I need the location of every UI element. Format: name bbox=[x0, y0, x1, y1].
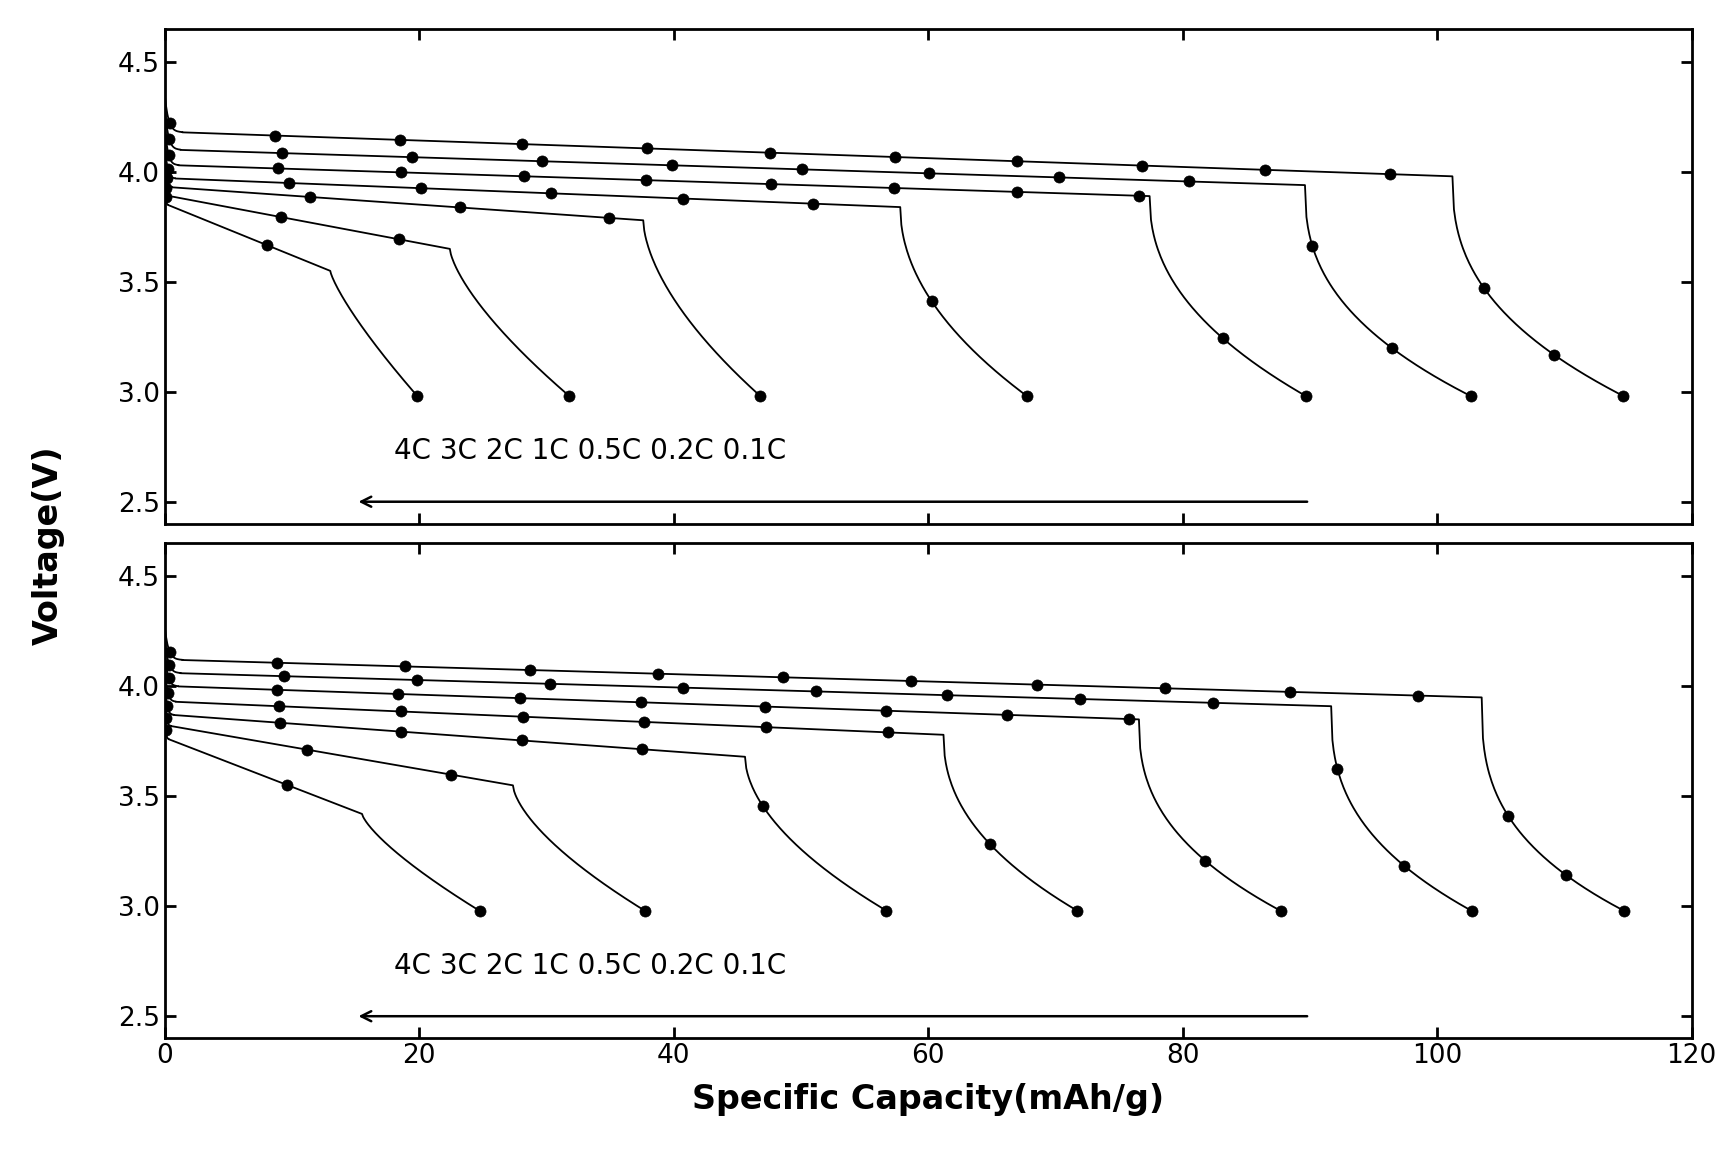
X-axis label: Specific Capacity(mAh/g): Specific Capacity(mAh/g) bbox=[692, 1083, 1164, 1116]
Text: Voltage(V): Voltage(V) bbox=[31, 445, 66, 645]
Text: 4C 3C 2C 1C 0.5C 0.2C 0.1C: 4C 3C 2C 1C 0.5C 0.2C 0.1C bbox=[394, 951, 786, 980]
Text: 4C 3C 2C 1C 0.5C 0.2C 0.1C: 4C 3C 2C 1C 0.5C 0.2C 0.1C bbox=[394, 437, 786, 465]
